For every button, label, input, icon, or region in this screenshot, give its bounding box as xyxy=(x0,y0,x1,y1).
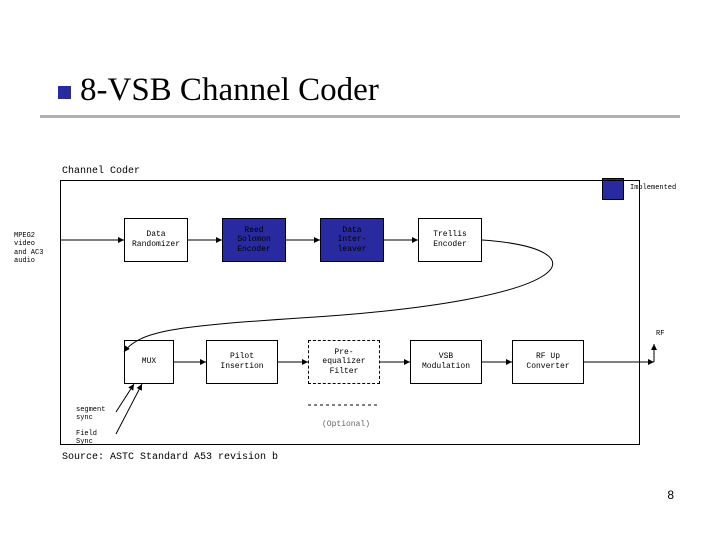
source-line: Source: ASTC Standard A53 revision b xyxy=(62,452,278,463)
input-label: MPEG2 videoand AC3 audio xyxy=(14,232,60,266)
mux-label: MUX xyxy=(142,357,156,367)
optional-note: (Optional) xyxy=(322,420,370,429)
pilot-insertion-box: PilotInsertion xyxy=(206,340,278,384)
mux-box: MUX xyxy=(124,340,174,384)
vsb-modulation-box: VSBModulation xyxy=(410,340,482,384)
slide-title: 8-VSB Channel Coder xyxy=(80,72,680,109)
diagram-section-label: Channel Coder xyxy=(62,166,140,177)
data-randomizer-label: DataRandomizer xyxy=(132,230,180,249)
mux-in2-text: FieldSync xyxy=(76,430,97,446)
mux-in1-text: segmentsync xyxy=(76,406,105,422)
reed-solomon-encoder-label: ReedSolomonEncoder xyxy=(237,226,271,255)
pre-equalizer-filter-box: Pre-equalizerFilter xyxy=(308,340,380,384)
output-label: RF xyxy=(656,330,664,338)
vsb-modulation-label: VSBModulation xyxy=(422,352,470,371)
title-bullet-icon xyxy=(58,86,71,99)
mux-in1-label: segmentsync xyxy=(76,406,116,423)
output-label-text: RF xyxy=(656,330,664,338)
slide-title-bar: 8-VSB Channel Coder xyxy=(40,72,680,118)
slide-number: 8 xyxy=(667,488,674,502)
trellis-encoder-box: TrellisEncoder xyxy=(418,218,482,262)
rf-up-converter-box: RF UpConverter xyxy=(512,340,584,384)
pilot-insertion-label: PilotInsertion xyxy=(220,352,263,371)
mux-in2-label: FieldSync xyxy=(76,430,116,447)
data-interleaver-box: DataInter-leaver xyxy=(320,218,384,262)
data-interleaver-label: DataInter-leaver xyxy=(338,226,367,255)
reed-solomon-encoder-box: ReedSolomonEncoder xyxy=(222,218,286,262)
rf-up-converter-label: RF UpConverter xyxy=(526,352,569,371)
data-randomizer-box: DataRandomizer xyxy=(124,218,188,262)
trellis-encoder-label: TrellisEncoder xyxy=(433,230,467,249)
input-label-text: MPEG2 videoand AC3 audio xyxy=(14,232,43,265)
pre-equalizer-filter-label: Pre-equalizerFilter xyxy=(322,348,365,377)
